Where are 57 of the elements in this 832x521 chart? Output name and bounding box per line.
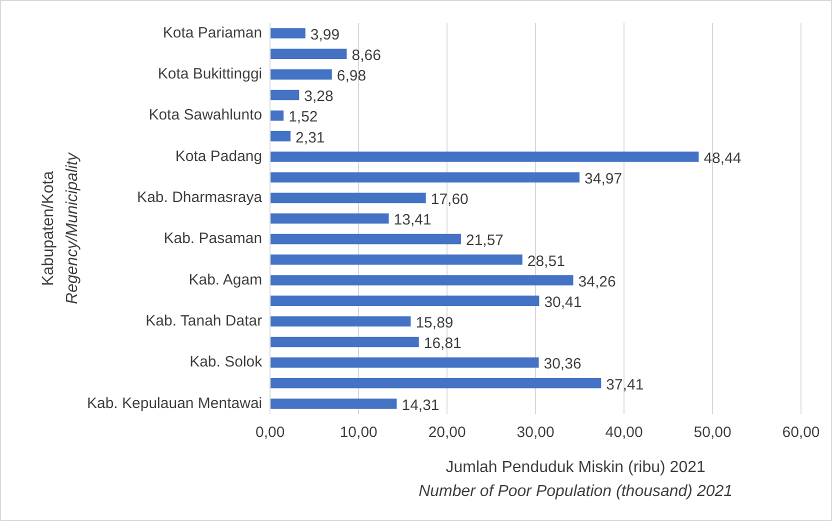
bar	[270, 48, 347, 60]
y-tick-label: Kota Bukittinggi	[158, 66, 262, 83]
data-label: 8,66	[352, 47, 381, 64]
data-label: 28,51	[527, 252, 565, 270]
bar	[270, 90, 300, 100]
data-label: 48,44	[704, 150, 742, 167]
data-label: 17,60	[430, 191, 468, 208]
data-label: 6,98	[336, 68, 366, 85]
data-label: 13,41	[394, 212, 432, 229]
bar	[270, 316, 411, 327]
bar	[270, 398, 397, 409]
data-label: 30,41	[544, 294, 582, 311]
y-tick-label: Kota Sawahlunto	[148, 106, 262, 124]
x-tick-label: 30,00	[516, 424, 554, 442]
y-tick-label: Kota Padang	[175, 148, 262, 165]
data-label: 16,81	[424, 335, 462, 352]
data-label: 15,89	[416, 314, 454, 332]
x-tick-label: 50,00	[694, 424, 732, 442]
bar	[270, 234, 461, 244]
data-label: 30,36	[544, 356, 582, 373]
y-tick-label: Kab. Dharmasraya	[137, 189, 263, 206]
bar	[270, 378, 602, 388]
data-label: 1,52	[288, 108, 318, 126]
data-label: 21,57	[466, 232, 504, 250]
bar	[270, 213, 389, 224]
bar	[270, 296, 540, 306]
x-tick-label: 0,00	[256, 424, 285, 442]
y-tick-label: Kab. Agam	[188, 271, 262, 288]
bar	[270, 192, 426, 204]
data-label: 3,28	[304, 88, 334, 106]
y-tick-label: Kab. Pasaman	[164, 230, 262, 248]
y-axis-title: Kabupaten/Kota Regency/Municipality	[40, 152, 81, 304]
x-tick-label: 40,00	[605, 424, 643, 442]
y-tick-label: Kab. Tanah Datar	[146, 312, 262, 330]
x-tick-label: 60,00	[782, 424, 820, 442]
bar	[270, 336, 419, 348]
data-label: 2,31	[296, 129, 325, 146]
data-label: 14,31	[402, 396, 440, 414]
data-label: 34,26	[578, 273, 616, 290]
bar	[270, 152, 699, 162]
bar	[270, 131, 291, 142]
data-label: 37,41	[606, 376, 644, 394]
data-label: 34,97	[584, 170, 622, 188]
bar	[270, 110, 284, 121]
data-label: 3,99	[310, 26, 340, 44]
bar	[270, 275, 574, 286]
x-axis-title: Jumlah Penduduk Miskin (ribu) 2021 Number of Poor Population (thousand) 2021	[418, 459, 733, 500]
x-tick-label: 10,00	[340, 424, 378, 442]
bar	[270, 357, 539, 368]
y-tick-label: Kab. Solok	[190, 354, 263, 371]
y-tick-label: Kota Pariaman	[162, 24, 262, 42]
bar	[270, 28, 306, 38]
bar	[270, 172, 580, 182]
x-tick-label: 20,00	[428, 424, 466, 442]
bar	[270, 254, 522, 265]
y-tick-label: Kab. Kepulauan Mentawai	[86, 394, 262, 412]
bar	[270, 69, 332, 80]
